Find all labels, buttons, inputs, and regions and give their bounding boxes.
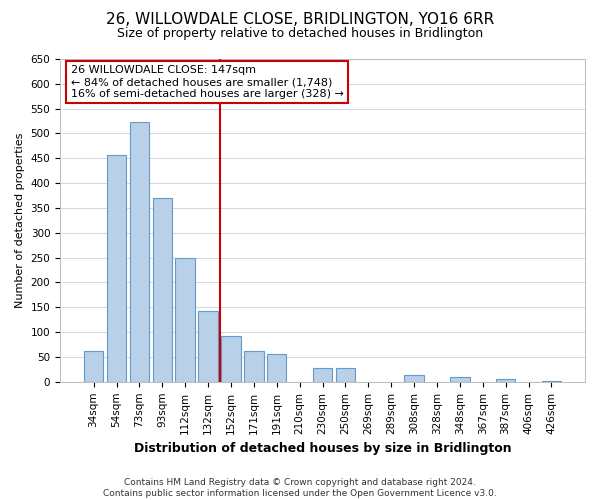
Bar: [496, 380, 515, 382]
Bar: [152, 198, 172, 382]
Bar: [404, 376, 424, 382]
Bar: [244, 351, 263, 382]
Text: 26 WILLOWDALE CLOSE: 147sqm
← 84% of detached houses are smaller (1,748)
16% of : 26 WILLOWDALE CLOSE: 147sqm ← 84% of det…: [71, 66, 343, 98]
Y-axis label: Number of detached properties: Number of detached properties: [15, 132, 25, 308]
Bar: [450, 377, 470, 382]
X-axis label: Distribution of detached houses by size in Bridlington: Distribution of detached houses by size …: [134, 442, 511, 455]
Bar: [542, 381, 561, 382]
Text: 26, WILLOWDALE CLOSE, BRIDLINGTON, YO16 6RR: 26, WILLOWDALE CLOSE, BRIDLINGTON, YO16 …: [106, 12, 494, 28]
Bar: [267, 354, 286, 382]
Text: Contains HM Land Registry data © Crown copyright and database right 2024.
Contai: Contains HM Land Registry data © Crown c…: [103, 478, 497, 498]
Bar: [130, 122, 149, 382]
Bar: [221, 336, 241, 382]
Bar: [84, 351, 103, 382]
Bar: [335, 368, 355, 382]
Bar: [199, 312, 218, 382]
Bar: [107, 155, 126, 382]
Bar: [175, 258, 195, 382]
Text: Size of property relative to detached houses in Bridlington: Size of property relative to detached ho…: [117, 28, 483, 40]
Bar: [313, 368, 332, 382]
